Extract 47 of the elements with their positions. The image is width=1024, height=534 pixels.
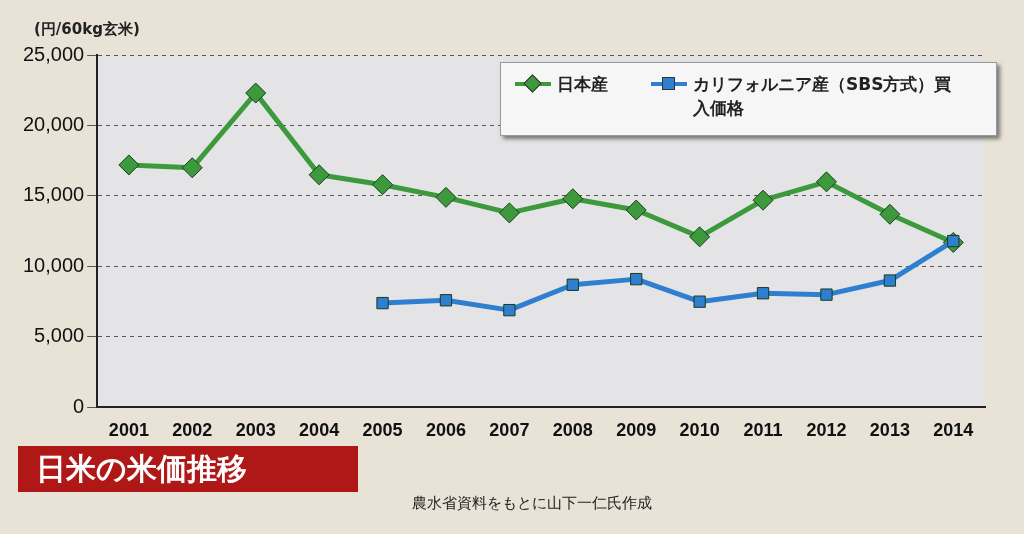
x-tick-label: 2013: [869, 420, 910, 441]
point: [308, 164, 330, 186]
x-tick-label: 2003: [235, 420, 276, 441]
x-tick-label: 2011: [743, 420, 783, 441]
point: [503, 303, 516, 317]
y-tick-label: 15,000: [23, 183, 85, 206]
point: [752, 189, 774, 211]
point: [439, 294, 453, 307]
y-tick-label: 5,000: [34, 324, 85, 347]
point: [815, 171, 837, 193]
point: [566, 278, 579, 291]
text: 日米の米価推移: [18, 446, 358, 492]
y-tick-label: 25,000: [23, 42, 85, 65]
point: [245, 82, 267, 104]
text: 農水省資料をもとに山下一仁氏作成: [412, 494, 652, 513]
legend-label: 日本産: [557, 74, 608, 94]
x-tick-label: 2012: [806, 420, 847, 441]
y-tick-label: 0: [73, 394, 85, 417]
point: [118, 154, 140, 176]
point: [625, 199, 647, 221]
point: [820, 288, 833, 301]
point: [630, 272, 643, 286]
point: [883, 274, 897, 287]
point: [689, 226, 711, 248]
x-tick-label: 2005: [362, 420, 403, 441]
x-tick-label: 2009: [616, 420, 657, 441]
point: [498, 202, 520, 224]
y-axis-title: (円/60kg玄米): [34, 20, 140, 39]
point: [879, 203, 901, 225]
point: [181, 157, 203, 179]
point: [435, 186, 457, 208]
x-tick-label: 2010: [679, 420, 720, 441]
y-tick-label: 20,000: [23, 113, 85, 135]
y-tick-label: 10,000: [23, 253, 85, 276]
x-tick-label: 2004: [299, 420, 340, 441]
point: [562, 188, 584, 210]
point: [756, 287, 770, 300]
legend-label: カリフォルニア産（SBS方式）買入価格: [693, 73, 953, 120]
x-tick-label: 2001: [108, 420, 149, 441]
x-tick-label: 2006: [425, 420, 466, 441]
point: [693, 295, 706, 308]
x-tick-label: 2007: [489, 420, 530, 441]
x-tick-label: 2014: [933, 420, 974, 441]
x-tick-label: 2002: [172, 420, 213, 441]
x-tick-label: 2008: [552, 420, 593, 441]
point: [376, 296, 389, 310]
point: [372, 174, 394, 196]
